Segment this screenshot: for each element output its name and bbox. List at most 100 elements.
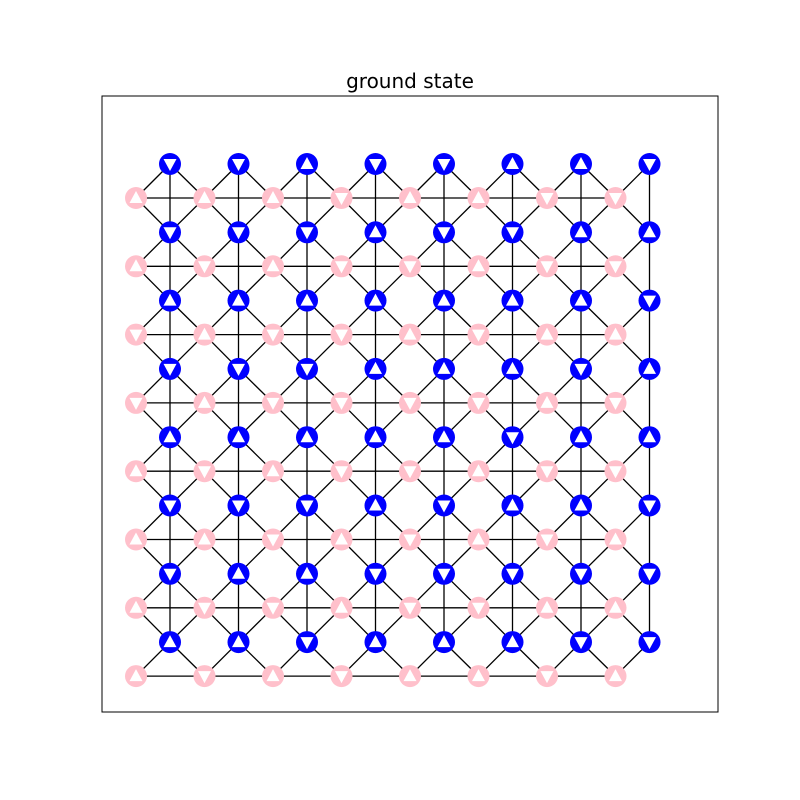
spin-down-arrow-icon [609,466,622,479]
pink-spin-node [467,255,490,278]
figure-title: ground state [346,69,474,93]
pink-spin-node [125,528,147,551]
pink-spin-node [330,460,353,483]
blue-spin-node [227,357,250,380]
pink-spin-node [125,323,147,346]
pink-spin-node [193,255,216,278]
spin-down-arrow-icon [643,568,656,581]
blue-spin-node [227,289,250,312]
spin-down-arrow-icon [300,500,314,513]
spin-up-arrow-icon [129,532,143,545]
spin-up-arrow-icon [300,430,314,443]
spin-down-arrow-icon [198,671,211,684]
pink-spin-node [125,391,147,414]
pink-spin-node [536,323,558,346]
spin-up-arrow-icon [163,635,177,648]
blue-spin-node [159,153,181,175]
spin-up-arrow-icon [369,498,382,511]
blue-spin-node [433,494,455,517]
pink-spin-node [330,596,353,619]
blue-spin-node [638,153,661,175]
spin-down-arrow-icon [437,500,451,513]
pink-spin-node [330,187,353,209]
pink-spin-node [262,391,284,414]
blue-spin-node [364,426,387,449]
spin-up-arrow-icon [574,430,588,443]
blue-spin-node [227,153,250,175]
spin-up-arrow-icon [300,157,314,169]
spin-down-arrow-icon [574,363,588,376]
pink-spin-node [330,255,353,278]
spin-down-arrow-icon [643,637,656,650]
spin-up-arrow-icon [472,532,485,545]
spin-up-arrow-icon [643,430,656,443]
blue-spin-node [638,562,661,585]
blue-spin-node [570,494,592,517]
spin-down-arrow-icon [266,602,280,615]
spin-down-arrow-icon [574,637,588,650]
spin-up-arrow-icon [369,361,382,374]
spin-up-arrow-icon [232,566,245,579]
pink-spin-node [467,528,490,551]
spin-down-arrow-icon [643,500,656,513]
pink-spin-node [604,391,627,414]
spin-up-arrow-icon [472,191,485,203]
pink-spin-node [399,255,421,278]
spin-down-arrow-icon [335,671,348,684]
spin-down-arrow-icon [335,193,348,205]
spin-up-arrow-icon [574,293,588,306]
spin-up-arrow-icon [506,361,519,374]
pink-spin-node [467,665,490,688]
blue-spin-node [570,562,592,585]
spin-down-arrow-icon [506,227,519,240]
spin-down-arrow-icon [472,329,485,342]
spin-up-arrow-icon [335,600,348,613]
blue-spin-node [570,221,592,244]
blue-spin-node [227,631,250,654]
spin-up-arrow-icon [129,464,143,477]
blue-spin-node [433,289,455,312]
spin-up-arrow-icon [300,566,314,579]
spin-up-arrow-icon [609,532,622,545]
spin-up-arrow-icon [335,532,348,545]
blue-spin-node [159,562,181,585]
pink-spin-node [262,323,284,346]
blue-spin-node [570,153,592,175]
pink-spin-node [330,665,353,688]
spin-down-arrow-icon [403,534,417,547]
blue-spin-node [364,357,387,380]
spin-down-arrow-icon [266,397,280,410]
spin-up-arrow-icon [232,430,245,443]
pink-spin-node [604,460,627,483]
pink-spin-node [193,323,216,346]
blue-spin-node [638,357,661,380]
blue-spin-node [364,221,387,244]
pink-spin-node [467,323,490,346]
blue-spin-node [296,426,318,449]
pink-spin-node [193,391,216,414]
blue-spin-node [433,562,455,585]
blue-spin-node [638,289,661,312]
blue-spin-node [159,494,181,517]
spin-up-arrow-icon [232,293,245,306]
blue-spin-node [433,631,455,654]
blue-spin-node [227,494,250,517]
spin-down-arrow-icon [369,159,382,171]
spin-up-arrow-icon [472,464,485,477]
pink-spin-node [125,187,147,209]
spin-up-arrow-icon [198,532,211,545]
spin-up-arrow-icon [266,669,280,682]
blue-spin-node [501,221,524,244]
pink-spin-node [330,391,353,414]
blue-spin-node [296,153,318,175]
spin-down-arrow-icon [266,534,280,547]
spin-down-arrow-icon [540,534,554,547]
pink-spin-node [467,460,490,483]
pink-spin-node [399,391,421,414]
pink-spin-node [262,528,284,551]
blue-spin-node [570,426,592,449]
pink-spin-node [536,528,558,551]
blue-spin-node [159,357,181,380]
spin-up-arrow-icon [129,600,143,613]
